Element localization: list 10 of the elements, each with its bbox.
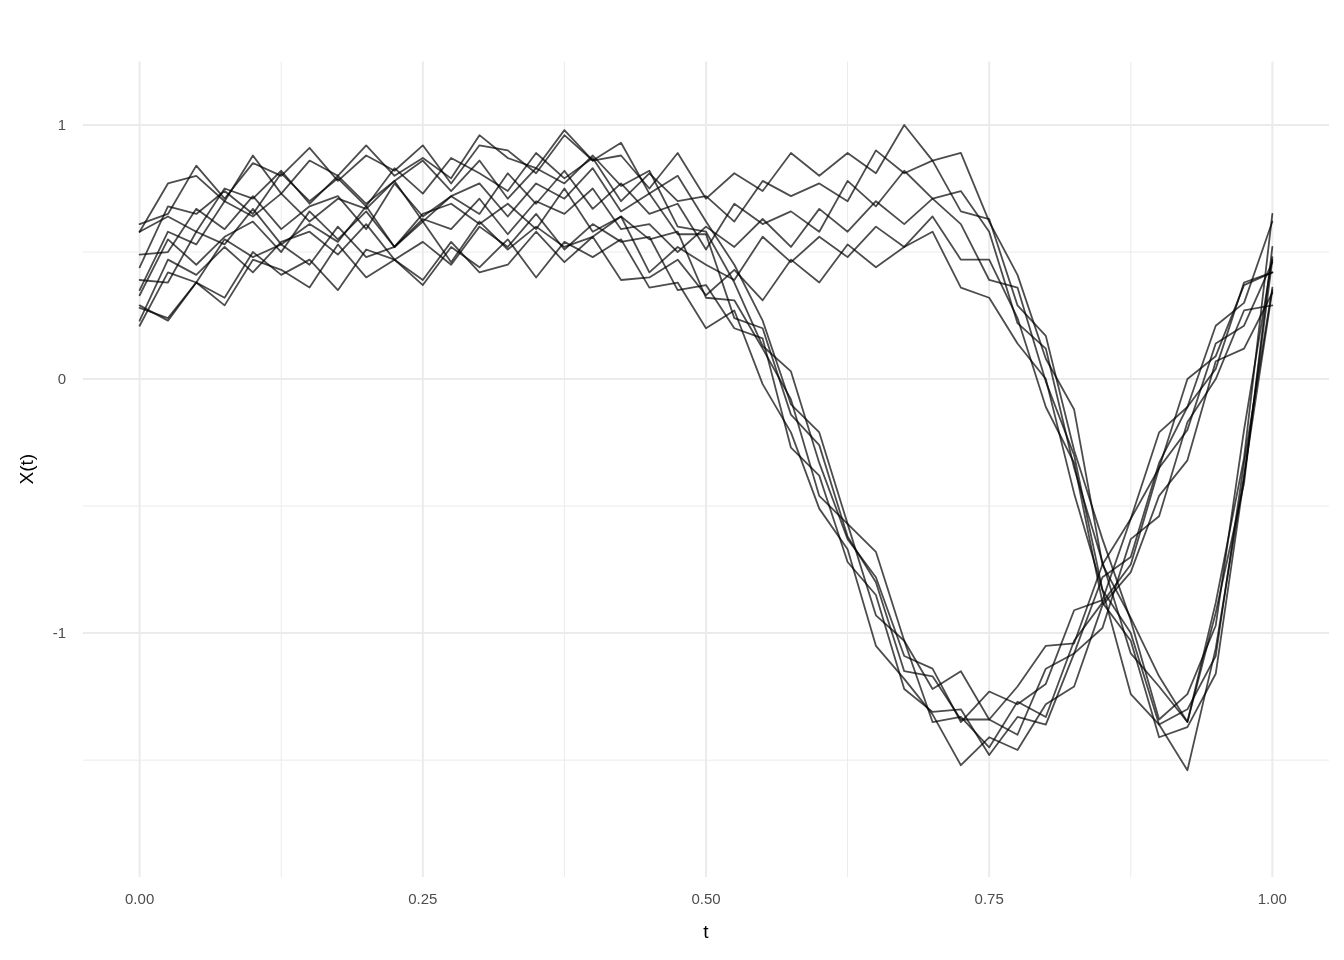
y-tick-label: -1 xyxy=(52,624,66,642)
x-tick-label: 1.00 xyxy=(1257,890,1287,907)
y-tick-label: 1 xyxy=(57,116,66,134)
x-tick-label: 0.00 xyxy=(125,890,155,907)
x-axis-title: t xyxy=(703,921,710,942)
x-tick-label: 0.50 xyxy=(691,890,721,907)
x-tick-label: 0.75 xyxy=(974,890,1004,907)
y-tick-label: 0 xyxy=(57,370,66,388)
x-tick-label: 0.25 xyxy=(408,890,438,907)
y-axis-title: X(t) xyxy=(16,453,37,485)
